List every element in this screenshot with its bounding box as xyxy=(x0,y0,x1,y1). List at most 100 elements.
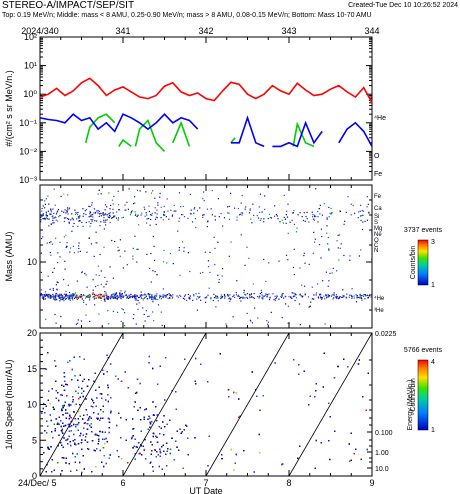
mass-event-dot xyxy=(358,211,360,213)
mass-event-dot xyxy=(77,211,79,214)
dispersion-line xyxy=(205,332,290,477)
mass-event-dot xyxy=(108,295,110,298)
mass-event-dot xyxy=(54,295,56,297)
mass-event-dot xyxy=(72,299,74,301)
speed-event-dot xyxy=(44,430,46,432)
speed-event-dot xyxy=(82,418,84,420)
mass-event-dot xyxy=(45,198,47,200)
mass-event-dot xyxy=(40,216,42,218)
mass-event-dot xyxy=(179,274,181,276)
mass-event-dot xyxy=(160,311,162,313)
mass-event-dot xyxy=(237,294,239,296)
mass-event-dot xyxy=(96,210,98,212)
mass-event-dot xyxy=(146,253,148,255)
mass-event-dot xyxy=(62,297,65,299)
mass-event-dot xyxy=(82,215,84,217)
mass-event-dot xyxy=(80,320,82,322)
mass-event-dot xyxy=(274,215,276,217)
mass-event-dot xyxy=(81,298,83,300)
mass-event-dot xyxy=(206,296,208,298)
mass-event-dot xyxy=(270,217,273,219)
mass-event-dot xyxy=(67,296,69,298)
mass-y-axis-label: Mass (AMU) xyxy=(4,232,14,282)
speed-event-dot xyxy=(91,431,93,433)
mass-event-dot xyxy=(147,315,149,318)
mass-event-dot xyxy=(108,213,110,215)
mass-event-dot xyxy=(224,297,226,299)
mass-event-dot xyxy=(338,259,340,261)
mass-event-dot xyxy=(178,217,181,219)
mass-event-dot xyxy=(67,194,69,196)
mass-event-dot xyxy=(48,225,50,227)
mass-event-dot xyxy=(136,299,138,301)
mass-event-dot xyxy=(145,191,147,193)
speed-event-dot xyxy=(153,414,155,416)
speed-event-dot xyxy=(85,398,87,400)
speed-event-dot xyxy=(108,421,111,423)
mass-event-dot xyxy=(160,217,162,219)
mass-event-dot xyxy=(170,209,172,211)
speed-event-dot xyxy=(155,435,157,437)
mass-event-dot xyxy=(179,294,181,296)
speed-event-dot xyxy=(234,462,236,464)
mass-event-dot xyxy=(89,211,91,213)
mass-event-dot xyxy=(228,218,231,220)
mass-event-dot xyxy=(99,225,101,227)
mass-event-dot xyxy=(354,212,356,214)
speed-event-dot xyxy=(69,426,71,428)
mass-event-dot xyxy=(116,295,119,297)
mass-event-dot xyxy=(235,292,237,294)
speed-event-dot xyxy=(70,425,73,427)
speed-event-dot xyxy=(167,448,169,450)
mass-event-dot xyxy=(156,209,158,211)
mass-event-dot xyxy=(100,297,102,299)
mass-event-dot xyxy=(100,283,102,286)
mass-event-dot xyxy=(74,209,76,211)
mass-event-dot xyxy=(268,213,271,215)
speed-event-dot xyxy=(76,453,78,455)
mass-event-dot xyxy=(361,228,364,231)
mass-event-dot xyxy=(283,194,285,196)
mass-event-dot xyxy=(273,299,275,301)
mass-event-dot xyxy=(156,274,158,276)
mass-event-dot xyxy=(287,203,289,205)
speed-event-dot xyxy=(72,399,74,401)
mass-event-dot xyxy=(199,272,202,274)
mass-event-dot xyxy=(232,296,234,298)
mass-event-dot xyxy=(83,294,85,296)
mass-element-label: Ca xyxy=(374,206,382,212)
speed-event-dot xyxy=(329,458,331,461)
top-axis-tick-label: 2024/340 xyxy=(21,26,59,36)
speed-event-dot xyxy=(143,416,145,418)
speed-event-dot xyxy=(156,414,158,416)
mass-event-dot xyxy=(202,271,204,274)
speed-event-dot xyxy=(157,383,159,385)
mass-event-dot xyxy=(42,205,44,207)
mass-event-dot xyxy=(65,295,67,297)
mass-event-dot xyxy=(109,215,111,217)
mass-event-dot xyxy=(55,284,57,286)
mass-event-dot xyxy=(71,213,73,215)
mass-event-dot xyxy=(75,295,77,297)
mass-event-dot xyxy=(133,203,135,205)
speed-event-dot xyxy=(110,410,112,412)
mass-event-dot xyxy=(303,252,305,254)
speed-event-dot xyxy=(48,390,50,392)
speed-event-dot xyxy=(95,466,97,468)
mass-event-dot xyxy=(52,289,54,291)
mass-event-dot xyxy=(148,294,150,296)
speed-event-dot xyxy=(86,423,88,425)
speed-event-dot xyxy=(53,469,55,471)
mass-panel-frame xyxy=(39,184,373,329)
speed-y-axis-label: 1/Ion Speed (hour/AU) xyxy=(4,359,14,449)
speed-event-dot xyxy=(169,448,172,450)
mass-event-dot xyxy=(239,213,241,215)
mass-event-dot xyxy=(256,215,258,217)
mass-event-dot xyxy=(40,293,42,296)
speed-event-dot xyxy=(104,431,106,433)
speed-event-dot xyxy=(93,380,95,382)
mass-event-dot xyxy=(90,215,92,218)
mass-event-dot xyxy=(194,218,196,220)
mass-event-dot xyxy=(321,296,323,299)
